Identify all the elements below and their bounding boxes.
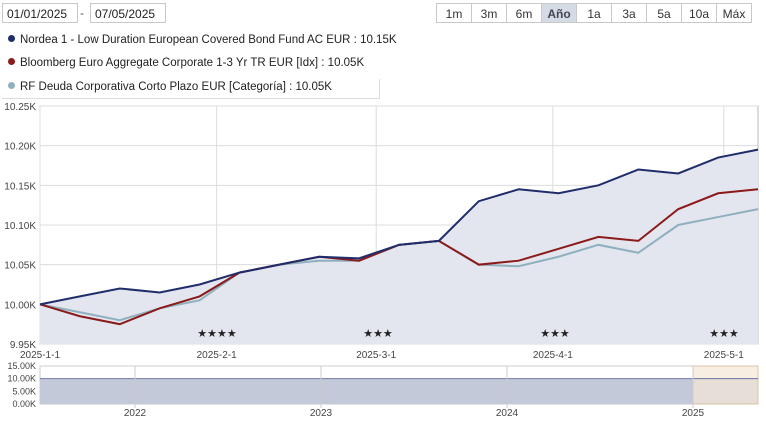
legend-item-category-box [2,79,380,99]
rating-stars: ★★★★ [197,327,237,340]
range-button-3y[interactable]: 3a [611,3,647,23]
nav-y-tick-label: 5.00K [12,386,36,396]
nav-y-tick-label: 10.00K [7,374,36,384]
rating-stars: ★★★ [709,327,739,340]
nav-y-tick-label: 0.00K [12,399,36,409]
y-tick-label: 10.20K [4,142,36,153]
range-selector: 1m 3m 6m Año 1a 3a 5a 10a Máx [436,3,752,23]
nav-y-tick-label: 15.00K [7,361,36,371]
rating-markers: ★★★★ ★★★ ★★★ ★★★ [197,327,739,340]
legend-label: Nordea 1 - Low Duration European Covered… [20,34,397,46]
y-tick-label: 10.15K [4,181,36,192]
x-tick-label: 2025-5-1 [704,350,744,361]
x-tick-label: 2025-3-1 [356,350,396,361]
rating-stars: ★★★ [363,327,393,340]
nav-x-tick-label: 2023 [310,408,333,419]
legend-label: RF Deuda Corporativa Corto Plazo EUR [Ca… [20,81,332,93]
range-button-ytd[interactable]: Año [541,3,577,23]
legend-dot-icon [8,58,15,65]
series-lines [39,148,759,326]
x-tick-label: 2025-2-1 [197,350,237,361]
nav-x-tick-label: 2022 [124,408,147,419]
y-tick-label: 10.00K [4,300,36,311]
navigator-area [40,378,758,404]
navigator: 15.00K 10.00K 5.00K 0.00K 2022 2023 2024 2025 [7,361,759,419]
legend-dot-icon [8,82,15,89]
navigator-selection [692,365,759,405]
y-tick-label: 10.05K [4,261,36,272]
range-button-1m[interactable]: 1m [436,3,472,23]
nav-x-tick-label: 2025 [682,408,705,419]
x-tick-label: 2025-1-1 [20,350,60,361]
rating-stars: ★★★ [540,327,570,340]
x-tick-label: 2025-4-1 [533,350,573,361]
range-button-10y[interactable]: 10a [681,3,717,23]
legend-item-category[interactable]: RF Deuda Corporativa Corto Plazo EUR [Ca… [8,81,332,93]
range-button-5y[interactable]: 5a [646,3,682,23]
nav-x-tick-label: 2024 [496,408,519,419]
date-to-input[interactable]: 07/05/2025 [90,3,166,23]
x-axis: 2025-1-1 2025-2-1 2025-3-1 2025-4-1 2025-5-1 [20,350,744,361]
y-tick-label: 9.95K [10,340,36,351]
legend-item-fund[interactable]: Nordea 1 - Low Duration European Covered… [8,34,397,46]
legend-label: Bloomberg Euro Aggregate Corporate 1-3 Y… [20,57,365,69]
legend-item-index[interactable]: Bloomberg Euro Aggregate Corporate 1-3 Y… [8,57,364,69]
legend-dot-icon [8,35,15,42]
fund-area [40,149,758,344]
fund-area-fill [40,149,758,344]
range-button-6m[interactable]: 6m [506,3,542,23]
date-from-input[interactable]: 01/01/2025 [2,3,78,23]
fund-line [39,148,759,306]
range-button-max[interactable]: Máx [716,3,752,23]
y-tick-label: 10.25K [4,102,36,113]
y-axis: 9.95K 10.00K 10.05K 10.10K 10.15K 10.20K 10.25… [4,102,36,351]
y-tick-label: 10.10K [4,221,36,232]
date-separator: - [80,6,84,20]
